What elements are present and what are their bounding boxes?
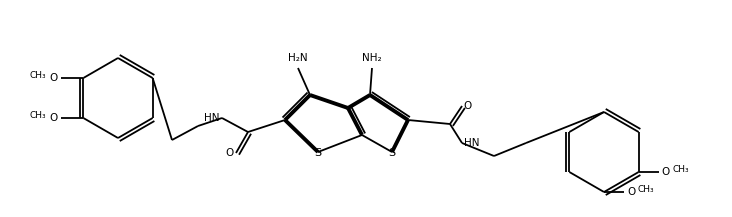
Text: CH₃: CH₃ bbox=[672, 164, 689, 174]
Text: O: O bbox=[627, 187, 635, 197]
Text: O: O bbox=[49, 113, 58, 123]
Text: S: S bbox=[389, 148, 395, 158]
Text: O: O bbox=[464, 101, 472, 111]
Text: O: O bbox=[662, 167, 670, 177]
Text: CH₃: CH₃ bbox=[29, 71, 45, 79]
Text: H₂N: H₂N bbox=[288, 53, 308, 63]
Text: CH₃: CH₃ bbox=[638, 184, 654, 194]
Text: HN: HN bbox=[204, 113, 220, 123]
Text: NH₂: NH₂ bbox=[362, 53, 382, 63]
Text: O: O bbox=[49, 73, 58, 83]
Text: S: S bbox=[315, 148, 321, 158]
Text: O: O bbox=[226, 148, 234, 158]
Text: HN: HN bbox=[464, 138, 479, 148]
Text: CH₃: CH₃ bbox=[29, 110, 45, 120]
